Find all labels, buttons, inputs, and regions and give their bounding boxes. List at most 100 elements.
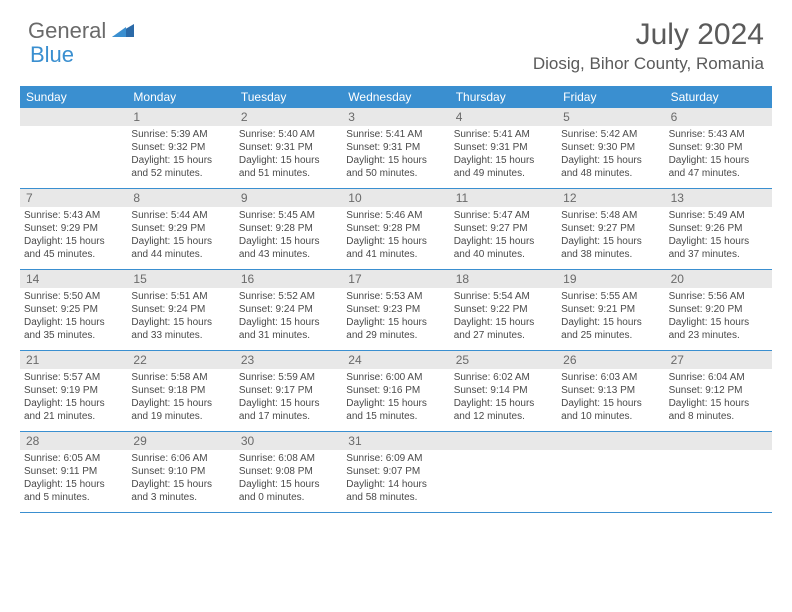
day-number: 29 bbox=[127, 432, 234, 450]
day-detail-text: Sunrise: 5:57 AMSunset: 9:19 PMDaylight:… bbox=[24, 371, 123, 423]
day-number: 5 bbox=[557, 108, 664, 126]
day-number: 16 bbox=[235, 270, 342, 288]
logo-text-general: General bbox=[28, 18, 106, 44]
day-number bbox=[20, 108, 127, 126]
calendar-body: 1 Sunrise: 5:39 AMSunset: 9:32 PMDaylight… bbox=[20, 108, 772, 513]
calendar-header-row: SundayMondayTuesdayWednesdayThursdayFrid… bbox=[20, 86, 772, 108]
day-detail-text: Sunrise: 5:44 AMSunset: 9:29 PMDaylight:… bbox=[131, 209, 230, 261]
title-block: July 2024 Diosig, Bihor County, Romania bbox=[533, 18, 764, 74]
day-detail-text: Sunrise: 6:08 AMSunset: 9:08 PMDaylight:… bbox=[239, 452, 338, 504]
day-detail-text: Sunrise: 6:05 AMSunset: 9:11 PMDaylight:… bbox=[24, 452, 123, 504]
calendar-day-cell: 23 Sunrise: 5:59 AMSunset: 9:17 PMDayligh… bbox=[235, 351, 342, 431]
weekday-header: Tuesday bbox=[235, 86, 342, 108]
day-number: 9 bbox=[235, 189, 342, 207]
day-number: 2 bbox=[235, 108, 342, 126]
calendar-day-cell: 7 Sunrise: 5:43 AMSunset: 9:29 PMDaylight… bbox=[20, 189, 127, 269]
calendar-day-cell: 29 Sunrise: 6:06 AMSunset: 9:10 PMDayligh… bbox=[127, 432, 234, 512]
calendar-day-cell: 21 Sunrise: 5:57 AMSunset: 9:19 PMDayligh… bbox=[20, 351, 127, 431]
day-number bbox=[450, 432, 557, 450]
day-detail-text: Sunrise: 5:45 AMSunset: 9:28 PMDaylight:… bbox=[239, 209, 338, 261]
calendar-week-row: 28 Sunrise: 6:05 AMSunset: 9:11 PMDayligh… bbox=[20, 432, 772, 513]
day-number: 20 bbox=[665, 270, 772, 288]
calendar-day-cell: 25Sunrise: 6:02 AMSunset: 9:14 PMDayligh… bbox=[450, 351, 557, 431]
calendar-day-cell: 31Sunrise: 6:09 AMSunset: 9:07 PMDayligh… bbox=[342, 432, 449, 512]
day-detail-text: Sunrise: 5:39 AMSunset: 9:32 PMDaylight:… bbox=[131, 128, 230, 180]
day-detail-text: Sunrise: 5:58 AMSunset: 9:18 PMDaylight:… bbox=[131, 371, 230, 423]
calendar-day-cell: 22 Sunrise: 5:58 AMSunset: 9:18 PMDayligh… bbox=[127, 351, 234, 431]
calendar-day-cell bbox=[450, 432, 557, 512]
day-detail-text: Sunrise: 5:41 AMSunset: 9:31 PMDaylight:… bbox=[346, 128, 445, 180]
calendar-day-cell bbox=[665, 432, 772, 512]
calendar-day-cell: 15 Sunrise: 5:51 AMSunset: 9:24 PMDayligh… bbox=[127, 270, 234, 350]
calendar: SundayMondayTuesdayWednesdayThursdayFrid… bbox=[20, 86, 772, 513]
weekday-header: Wednesday bbox=[342, 86, 449, 108]
weekday-header: Sunday bbox=[20, 86, 127, 108]
calendar-day-cell: 9 Sunrise: 5:45 AMSunset: 9:28 PMDaylight… bbox=[235, 189, 342, 269]
calendar-week-row: 14Sunrise: 5:50 AMSunset: 9:25 PMDayligh… bbox=[20, 270, 772, 351]
day-number: 23 bbox=[235, 351, 342, 369]
day-detail-text: Sunrise: 5:54 AMSunset: 9:22 PMDaylight:… bbox=[454, 290, 553, 342]
calendar-day-cell: 10Sunrise: 5:46 AMSunset: 9:28 PMDayligh… bbox=[342, 189, 449, 269]
logo-text-blue: Blue bbox=[30, 42, 74, 67]
calendar-day-cell: 19Sunrise: 5:55 AMSunset: 9:21 PMDayligh… bbox=[557, 270, 664, 350]
day-number: 28 bbox=[20, 432, 127, 450]
day-number: 12 bbox=[557, 189, 664, 207]
day-number: 1 bbox=[127, 108, 234, 126]
day-detail-text: Sunrise: 5:53 AMSunset: 9:23 PMDaylight:… bbox=[346, 290, 445, 342]
day-number: 15 bbox=[127, 270, 234, 288]
calendar-day-cell: 26Sunrise: 6:03 AMSunset: 9:13 PMDayligh… bbox=[557, 351, 664, 431]
day-number: 30 bbox=[235, 432, 342, 450]
calendar-day-cell: 24Sunrise: 6:00 AMSunset: 9:16 PMDayligh… bbox=[342, 351, 449, 431]
calendar-day-cell: 13Sunrise: 5:49 AMSunset: 9:26 PMDayligh… bbox=[665, 189, 772, 269]
day-detail-text: Sunrise: 5:43 AMSunset: 9:30 PMDaylight:… bbox=[669, 128, 768, 180]
day-number: 4 bbox=[450, 108, 557, 126]
day-number: 6 bbox=[665, 108, 772, 126]
page-title: July 2024 bbox=[533, 18, 764, 52]
day-number: 25 bbox=[450, 351, 557, 369]
logo-blue-wrap: Blue bbox=[30, 42, 74, 68]
calendar-day-cell: 6 Sunrise: 5:43 AMSunset: 9:30 PMDaylight… bbox=[665, 108, 772, 188]
day-number: 7 bbox=[20, 189, 127, 207]
day-number: 10 bbox=[342, 189, 449, 207]
day-detail-text: Sunrise: 6:09 AMSunset: 9:07 PMDaylight:… bbox=[346, 452, 445, 504]
calendar-day-cell: 28 Sunrise: 6:05 AMSunset: 9:11 PMDayligh… bbox=[20, 432, 127, 512]
day-number: 22 bbox=[127, 351, 234, 369]
day-detail-text: Sunrise: 5:47 AMSunset: 9:27 PMDaylight:… bbox=[454, 209, 553, 261]
calendar-day-cell bbox=[20, 108, 127, 188]
day-detail-text: Sunrise: 5:42 AMSunset: 9:30 PMDaylight:… bbox=[561, 128, 660, 180]
calendar-week-row: 1 Sunrise: 5:39 AMSunset: 9:32 PMDaylight… bbox=[20, 108, 772, 189]
calendar-day-cell: 1 Sunrise: 5:39 AMSunset: 9:32 PMDaylight… bbox=[127, 108, 234, 188]
day-detail-text: Sunrise: 5:59 AMSunset: 9:17 PMDaylight:… bbox=[239, 371, 338, 423]
day-detail-text: Sunrise: 5:51 AMSunset: 9:24 PMDaylight:… bbox=[131, 290, 230, 342]
location-text: Diosig, Bihor County, Romania bbox=[533, 54, 764, 74]
day-detail-text: Sunrise: 6:06 AMSunset: 9:10 PMDaylight:… bbox=[131, 452, 230, 504]
day-detail-text: Sunrise: 5:52 AMSunset: 9:24 PMDaylight:… bbox=[239, 290, 338, 342]
calendar-day-cell: 27Sunrise: 6:04 AMSunset: 9:12 PMDayligh… bbox=[665, 351, 772, 431]
calendar-day-cell bbox=[557, 432, 664, 512]
calendar-week-row: 21 Sunrise: 5:57 AMSunset: 9:19 PMDayligh… bbox=[20, 351, 772, 432]
calendar-day-cell: 8 Sunrise: 5:44 AMSunset: 9:29 PMDaylight… bbox=[127, 189, 234, 269]
calendar-day-cell: 14Sunrise: 5:50 AMSunset: 9:25 PMDayligh… bbox=[20, 270, 127, 350]
day-number: 18 bbox=[450, 270, 557, 288]
calendar-day-cell: 30 Sunrise: 6:08 AMSunset: 9:08 PMDayligh… bbox=[235, 432, 342, 512]
day-detail-text: Sunrise: 5:43 AMSunset: 9:29 PMDaylight:… bbox=[24, 209, 123, 261]
day-number: 13 bbox=[665, 189, 772, 207]
calendar-day-cell: 4 Sunrise: 5:41 AMSunset: 9:31 PMDaylight… bbox=[450, 108, 557, 188]
day-detail-text: Sunrise: 5:56 AMSunset: 9:20 PMDaylight:… bbox=[669, 290, 768, 342]
day-detail-text: Sunrise: 5:41 AMSunset: 9:31 PMDaylight:… bbox=[454, 128, 553, 180]
calendar-day-cell: 17 Sunrise: 5:53 AMSunset: 9:23 PMDayligh… bbox=[342, 270, 449, 350]
day-number: 8 bbox=[127, 189, 234, 207]
logo: General bbox=[28, 18, 136, 44]
weekday-header: Friday bbox=[557, 86, 664, 108]
calendar-day-cell: 12Sunrise: 5:48 AMSunset: 9:27 PMDayligh… bbox=[557, 189, 664, 269]
day-number: 3 bbox=[342, 108, 449, 126]
calendar-day-cell: 16 Sunrise: 5:52 AMSunset: 9:24 PMDayligh… bbox=[235, 270, 342, 350]
day-number bbox=[557, 432, 664, 450]
header: General July 2024 Diosig, Bihor County, … bbox=[0, 0, 792, 78]
calendar-day-cell: 3 Sunrise: 5:41 AMSunset: 9:31 PMDaylight… bbox=[342, 108, 449, 188]
weekday-header: Saturday bbox=[665, 86, 772, 108]
day-number: 17 bbox=[342, 270, 449, 288]
day-number: 21 bbox=[20, 351, 127, 369]
calendar-day-cell: 20 Sunrise: 5:56 AMSunset: 9:20 PMDayligh… bbox=[665, 270, 772, 350]
day-detail-text: Sunrise: 5:40 AMSunset: 9:31 PMDaylight:… bbox=[239, 128, 338, 180]
